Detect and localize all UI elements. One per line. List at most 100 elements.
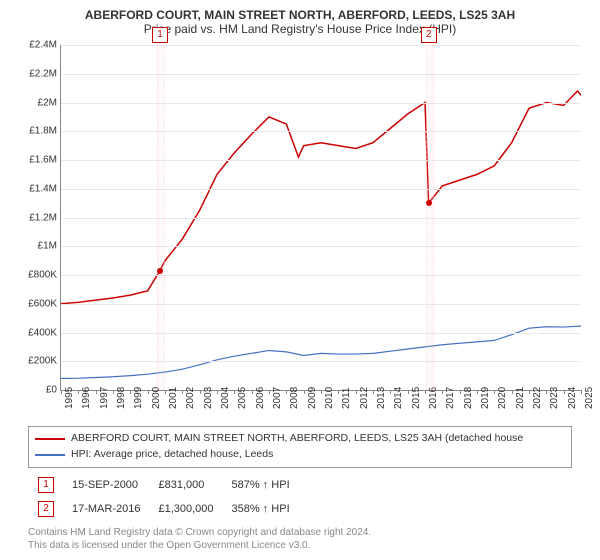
- x-tick: [494, 390, 495, 394]
- sale-marker-index: 2: [421, 27, 437, 43]
- chart-title: ABERFORD COURT, MAIN STREET NORTH, ABERF…: [0, 0, 600, 22]
- x-tick: [321, 390, 322, 394]
- x-tick: [442, 390, 443, 394]
- x-axis-label: 2009: [307, 387, 318, 409]
- x-tick: [217, 390, 218, 394]
- x-axis-label: 1998: [116, 387, 127, 409]
- y-axis-label: £2.2M: [21, 68, 57, 79]
- y-axis-label: £1.8M: [21, 126, 57, 137]
- x-axis-label: 2025: [584, 387, 595, 409]
- y-axis-label: £600K: [21, 298, 57, 309]
- chart-subtitle: Price paid vs. HM Land Registry's House …: [0, 22, 600, 40]
- gridline-h: [61, 246, 581, 247]
- x-tick: [165, 390, 166, 394]
- y-axis-label: £400K: [21, 327, 57, 338]
- x-axis-label: 2002: [185, 387, 196, 409]
- x-axis-label: 2021: [515, 387, 526, 409]
- attribution-line-2: This data is licensed under the Open Gov…: [28, 539, 572, 552]
- legend-swatch-1: [35, 438, 65, 440]
- x-tick: [252, 390, 253, 394]
- x-axis-label: 2014: [393, 387, 404, 409]
- x-axis-label: 2022: [532, 387, 543, 409]
- x-axis-label: 2013: [376, 387, 387, 409]
- x-tick: [113, 390, 114, 394]
- x-axis-label: 2001: [168, 387, 179, 409]
- y-axis-label: £2.4M: [21, 40, 57, 51]
- gridline-h: [61, 218, 581, 219]
- legend: ABERFORD COURT, MAIN STREET NORTH, ABERF…: [28, 426, 572, 468]
- sale-date-1: 15-SEP-2000: [64, 474, 148, 496]
- x-axis-label: 2005: [237, 387, 248, 409]
- y-axis-label: £1.6M: [21, 155, 57, 166]
- y-axis-label: £800K: [21, 270, 57, 281]
- x-axis-label: 2007: [272, 387, 283, 409]
- x-tick: [390, 390, 391, 394]
- x-tick: [182, 390, 183, 394]
- legend-row-2: HPI: Average price, detached house, Leed…: [35, 447, 565, 463]
- x-tick: [234, 390, 235, 394]
- sales-row-1: 1 15-SEP-2000 £831,000 587% ↑ HPI: [30, 474, 298, 496]
- sale-marker-bar: [426, 45, 434, 390]
- x-axis-label: 1997: [99, 387, 110, 409]
- x-tick: [338, 390, 339, 394]
- x-axis-label: 2020: [497, 387, 508, 409]
- x-axis-label: 2016: [428, 387, 439, 409]
- x-axis-label: 2017: [445, 387, 456, 409]
- gridline-h: [61, 45, 581, 46]
- series-line: [61, 326, 581, 378]
- sale-date-2: 17-MAR-2016: [64, 498, 148, 520]
- x-tick: [512, 390, 513, 394]
- x-tick: [546, 390, 547, 394]
- y-axis-label: £1.4M: [21, 183, 57, 194]
- gridline-h: [61, 131, 581, 132]
- x-axis-label: 2015: [411, 387, 422, 409]
- x-tick: [425, 390, 426, 394]
- gridline-h: [61, 189, 581, 190]
- x-tick: [286, 390, 287, 394]
- x-tick: [373, 390, 374, 394]
- sale-dot: [426, 200, 432, 206]
- gridline-h: [61, 74, 581, 75]
- x-tick: [130, 390, 131, 394]
- x-tick: [477, 390, 478, 394]
- legend-row-1: ABERFORD COURT, MAIN STREET NORTH, ABERF…: [35, 431, 565, 447]
- x-axis-label: 2023: [549, 387, 560, 409]
- y-axis-label: £1.2M: [21, 212, 57, 223]
- x-tick: [529, 390, 530, 394]
- x-axis-label: 2003: [203, 387, 214, 409]
- sale-hpi-1: 587% ↑ HPI: [224, 474, 298, 496]
- x-tick: [356, 390, 357, 394]
- x-tick: [564, 390, 565, 394]
- x-axis-label: 2011: [341, 387, 352, 409]
- sale-marker-bar: [157, 45, 165, 390]
- x-tick: [581, 390, 582, 394]
- x-tick: [200, 390, 201, 394]
- sale-price-1: £831,000: [150, 474, 221, 496]
- attribution: Contains HM Land Registry data © Crown c…: [28, 526, 572, 552]
- sale-index-1: 1: [38, 477, 54, 493]
- sale-hpi-2: 358% ↑ HPI: [224, 498, 298, 520]
- x-axis-label: 2006: [255, 387, 266, 409]
- sales-row-2: 2 17-MAR-2016 £1,300,000 358% ↑ HPI: [30, 498, 298, 520]
- x-tick: [96, 390, 97, 394]
- plot-region: £0£200K£400K£600K£800K£1M£1.2M£1.4M£1.6M…: [60, 45, 581, 391]
- x-axis-label: 2008: [289, 387, 300, 409]
- x-tick: [460, 390, 461, 394]
- x-axis-label: 2012: [359, 387, 370, 409]
- x-tick: [408, 390, 409, 394]
- y-axis-label: £200K: [21, 356, 57, 367]
- x-tick: [61, 390, 62, 394]
- legend-label-2: HPI: Average price, detached house, Leed…: [71, 447, 273, 463]
- x-tick: [78, 390, 79, 394]
- x-axis-label: 2024: [567, 387, 578, 409]
- x-axis-label: 1996: [81, 387, 92, 409]
- legend-swatch-2: [35, 454, 65, 456]
- legend-label-1: ABERFORD COURT, MAIN STREET NORTH, ABERF…: [71, 431, 523, 447]
- gridline-h: [61, 103, 581, 104]
- series-line: [61, 91, 581, 304]
- sales-table: 1 15-SEP-2000 £831,000 587% ↑ HPI 2 17-M…: [28, 472, 300, 522]
- sale-dot: [157, 268, 163, 274]
- x-axis-label: 2004: [220, 387, 231, 409]
- x-axis-label: 2000: [151, 387, 162, 409]
- x-axis-label: 2018: [463, 387, 474, 409]
